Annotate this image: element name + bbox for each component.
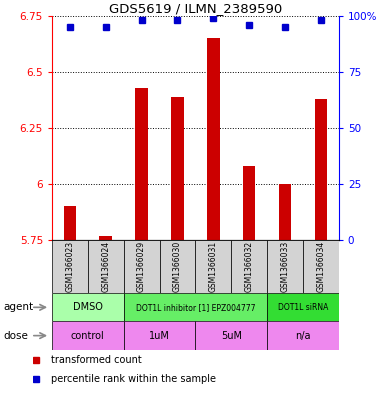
Bar [136,88,148,240]
Text: GSM1366033: GSM1366033 [281,241,290,292]
Bar [64,206,76,240]
Text: dose: dose [4,331,29,341]
Text: agent: agent [4,302,34,312]
Bar [171,97,184,240]
Text: GSM1366029: GSM1366029 [137,241,146,292]
Bar [99,236,112,240]
Text: 1uM: 1uM [149,331,170,341]
Text: GSM1366024: GSM1366024 [101,241,110,292]
Bar [279,184,291,240]
Bar [207,38,219,240]
Text: transformed count: transformed count [51,354,142,365]
Text: control: control [71,331,105,341]
Bar [195,240,231,293]
Bar [315,99,327,240]
Bar [195,321,267,350]
Bar [124,240,159,293]
Bar [88,240,124,293]
Text: GSM1366032: GSM1366032 [244,241,254,292]
Text: 5uM: 5uM [221,331,242,341]
Text: DOT1L siRNA: DOT1L siRNA [278,303,328,312]
Bar [124,293,267,321]
Bar [52,293,124,321]
Text: DMSO: DMSO [73,302,103,312]
Text: GSM1366031: GSM1366031 [209,241,218,292]
Bar [159,240,195,293]
Bar [267,321,339,350]
Title: GDS5619 / ILMN_2389590: GDS5619 / ILMN_2389590 [109,2,282,15]
Bar [124,321,195,350]
Text: percentile rank within the sample: percentile rank within the sample [51,374,216,384]
Text: GSM1366023: GSM1366023 [65,241,74,292]
Text: DOT1L inhibitor [1] EPZ004777: DOT1L inhibitor [1] EPZ004777 [136,303,255,312]
Bar [52,321,124,350]
Text: GSM1366034: GSM1366034 [316,241,325,292]
Bar [267,293,339,321]
Bar [303,240,339,293]
Bar [231,240,267,293]
Bar [52,240,88,293]
Bar [243,166,255,240]
Text: n/a: n/a [295,331,311,341]
Text: GSM1366030: GSM1366030 [173,241,182,292]
Bar [267,240,303,293]
